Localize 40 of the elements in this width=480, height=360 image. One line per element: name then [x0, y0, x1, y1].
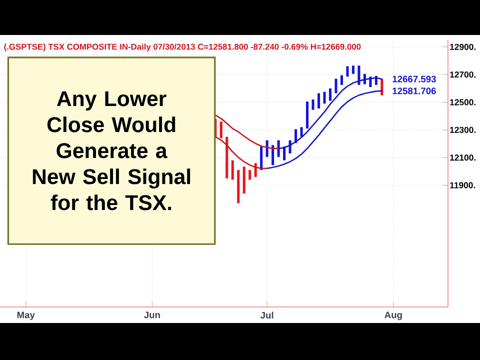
bar	[266, 140, 268, 157]
y-tick-label: 12300.	[450, 126, 476, 133]
bar	[237, 170, 240, 204]
bar	[272, 145, 274, 166]
bar	[380, 78, 384, 96]
bar	[220, 122, 222, 138]
data-label: 12581.706	[392, 88, 436, 94]
line-series	[214, 136, 268, 170]
x-tick-label: Aug	[384, 312, 402, 320]
line-series	[278, 77, 383, 150]
y-tick-label: 12500.	[450, 99, 476, 106]
x-tick-label: May	[17, 312, 35, 320]
x-tick-label: Jun	[144, 312, 160, 318]
bar	[328, 88, 332, 101]
y-tick-label: 12700.	[450, 72, 476, 78]
bar	[323, 92, 326, 104]
bar	[346, 66, 349, 77]
bar	[300, 127, 303, 137]
bar	[260, 146, 263, 170]
bar	[358, 66, 360, 85]
bar	[226, 136, 228, 178]
chart-title: (.GSPTSE) TSX COMPOSITE IN-Daily 07/30/2013 C=12581.800 -87.240 -0.69% H=12669.000	[4, 44, 361, 52]
bar	[317, 93, 320, 108]
bar	[306, 102, 309, 129]
bar	[277, 140, 280, 157]
data-label: 12667.593	[392, 76, 436, 82]
y-tick-label: 12100.	[450, 154, 476, 161]
bar	[340, 75, 343, 85]
annotation: Any Lower Close Would Generate a New Sell Signal for the TSX.	[32, 91, 190, 210]
y-tick-label: 12900.	[450, 44, 476, 50]
line-series	[214, 114, 280, 150]
bar	[334, 78, 338, 94]
bar	[312, 99, 314, 110]
y-tick-label: 11900.	[450, 182, 476, 188]
bar	[231, 160, 234, 180]
bar	[352, 66, 354, 74]
bar	[242, 166, 246, 194]
bar	[248, 170, 252, 180]
x-tick-label: Jul	[260, 312, 274, 319]
line-series	[266, 90, 383, 170]
